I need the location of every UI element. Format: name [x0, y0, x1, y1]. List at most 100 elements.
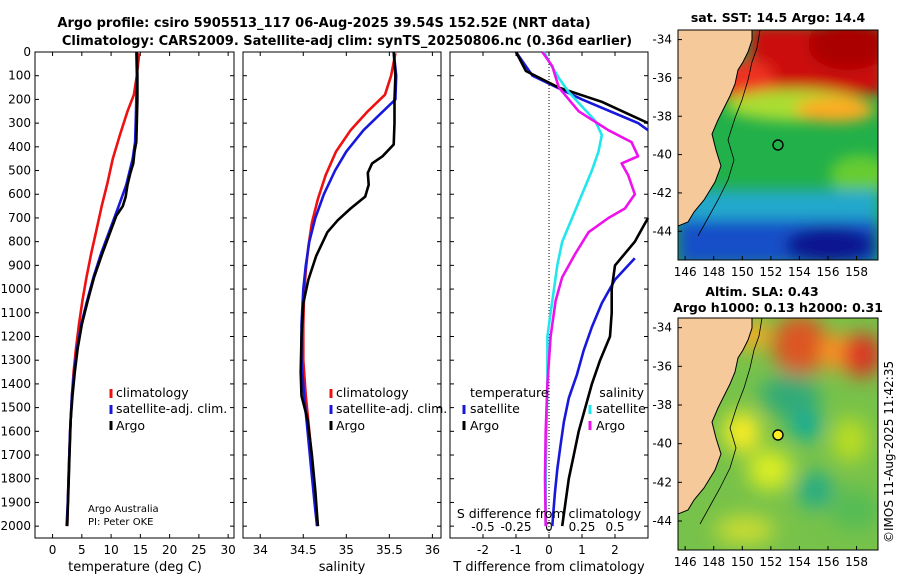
sla-low-mid	[790, 409, 822, 441]
map-x-tick-label: 150	[731, 265, 754, 279]
x-tick-label: 30	[221, 543, 236, 557]
figure-title-line2: Climatology: CARS2009. Satellite-adj cli…	[62, 34, 632, 49]
salinity-plot: 34 34.5 35 35.5 36	[243, 51, 441, 557]
map-y-tick-label: -40	[652, 437, 672, 451]
sla-map-frame	[677, 317, 879, 551]
series-satellite-adj-clim-	[300, 51, 398, 527]
x-tick-label: 34.5	[290, 543, 317, 557]
difference-legend: temperature satellite Argo salinity sate…	[462, 385, 646, 433]
map-y-tick-label: -44	[652, 514, 672, 528]
sla-map-title-line1: Altim. SLA: 0.43	[705, 284, 818, 299]
sla-high-east-mid	[832, 418, 868, 462]
y-tick-label: 1100	[0, 306, 31, 320]
map-y-tick-label: -38	[652, 398, 672, 412]
y-tick-label: 0	[23, 45, 31, 59]
map-axes: 146 148 150 152 154 156 158 -34 -36 -38 -40 -42 -44 1…	[652, 33, 868, 569]
imos-stamp: ©IMOS 11-Aug-2025 11:42:35	[882, 361, 896, 543]
sst-cool-band	[678, 190, 878, 220]
credit-line2: PI: Peter OKE	[88, 517, 153, 528]
sla-shelf-contour	[699, 318, 763, 525]
salinity-xlabel: salinity	[319, 560, 366, 575]
map-y-tick-label: -34	[652, 33, 672, 47]
x-tick-label-salinity: 0.25	[569, 520, 596, 534]
sst-float-marker	[772, 139, 784, 151]
legend-title-salinity: salinity	[599, 385, 644, 400]
sla-float-marker	[772, 429, 784, 441]
series-temperature-satellite	[514, 51, 649, 132]
x-tick-label: 35.5	[376, 543, 403, 557]
legend-label-satellite: satellite-adj. clim.	[116, 401, 227, 416]
map-y-tick-label: -38	[652, 109, 672, 123]
legend-label-temp-satellite: satellite	[470, 401, 520, 416]
series-temperature-satellite-deep	[551, 257, 636, 527]
map-x-tick-label: 148	[702, 555, 725, 569]
legend-label-climatology: climatology	[336, 385, 409, 400]
legend-label-climatology: climatology	[116, 385, 189, 400]
figure-title-line1: Argo profile: csiro 5905513_117 06-Aug-2…	[57, 16, 590, 31]
y-tick-label: 1600	[0, 424, 31, 438]
x-tick-label: -2	[477, 543, 489, 557]
sla-mid-south	[830, 490, 878, 530]
sst-front-orange	[795, 98, 875, 122]
map-y-tick-label: -44	[652, 224, 672, 238]
map-x-tick-label: 146	[674, 555, 697, 569]
map-y-tick-label: -36	[652, 359, 672, 373]
map-x-tick-label: 156	[817, 555, 840, 569]
x-tick-label: 25	[191, 543, 206, 557]
map-x-tick-label: 152	[759, 265, 782, 279]
y-tick-label: 700	[8, 211, 31, 225]
map-y-tick-label: -40	[652, 148, 672, 162]
x-tick-label: 15	[133, 543, 148, 557]
legend-title-temperature: temperature	[470, 385, 549, 400]
sla-high-sw	[715, 516, 775, 544]
sst-map	[677, 29, 879, 261]
x-tick-label: 20	[162, 543, 177, 557]
difference-xlabel-temperature: T difference from climatology	[452, 560, 645, 575]
x-tick-label: 2	[611, 543, 619, 557]
y-tick-label: 1200	[0, 329, 31, 343]
x-tick-label: 0	[49, 543, 57, 557]
temperature-plot: 0100200300400500600700800900100011001200…	[0, 45, 235, 557]
x-tick-label-salinity: -0.25	[500, 520, 531, 534]
y-tick-label: 2000	[0, 519, 31, 533]
x-tick-label-salinity: -0.5	[471, 520, 494, 534]
sla-high-north	[772, 318, 828, 375]
credit-line1: Argo Australia	[88, 504, 159, 515]
sla-map	[677, 317, 879, 551]
map-y-tick-label: -42	[652, 475, 672, 489]
y-tick-label: 800	[8, 235, 31, 249]
temperature-xlabel: temperature (deg C)	[68, 560, 202, 575]
x-tick-label-salinity: 0.5	[605, 520, 624, 534]
x-tick-label: 0	[545, 543, 553, 557]
legend-label-argo: Argo	[336, 418, 365, 433]
legend-label-sal-argo: Argo	[596, 418, 625, 433]
legend-label-sal-satellite: satellite	[596, 401, 646, 416]
sst-hot-patch	[808, 30, 878, 70]
x-tick-label: -1	[510, 543, 522, 557]
sla-low-south	[797, 472, 833, 508]
y-tick-label: 600	[8, 187, 31, 201]
map-x-tick-label: 150	[731, 555, 754, 569]
map-y-tick-label: -42	[652, 186, 672, 200]
difference-xlabel-salinity: S difference from climatology	[457, 506, 642, 521]
legend-label-temp-argo: Argo	[470, 418, 499, 433]
series-argo	[65, 51, 139, 527]
sst-shelf-contour	[697, 30, 761, 237]
map-x-tick-label: 146	[674, 265, 697, 279]
salinity-legend: climatology satellite-adj. clim. Argo	[329, 385, 447, 433]
y-tick-label: 1700	[0, 448, 31, 462]
salinity-panel-frame	[242, 51, 442, 539]
y-tick-label: 1400	[0, 377, 31, 391]
map-x-tick-label: 158	[845, 265, 868, 279]
legend-label-satellite: satellite-adj. clim.	[336, 401, 447, 416]
y-tick-label: 1900	[0, 495, 31, 509]
y-tick-label: 1500	[0, 401, 31, 415]
sla-high-west	[724, 412, 760, 452]
x-tick-label: 5	[78, 543, 86, 557]
y-tick-label: 300	[8, 116, 31, 130]
map-x-tick-label: 148	[702, 265, 725, 279]
y-tick-label: 500	[8, 164, 31, 178]
sst-map-title: sat. SST: 14.5 Argo: 14.4	[691, 10, 866, 25]
map-x-tick-label: 158	[845, 555, 868, 569]
